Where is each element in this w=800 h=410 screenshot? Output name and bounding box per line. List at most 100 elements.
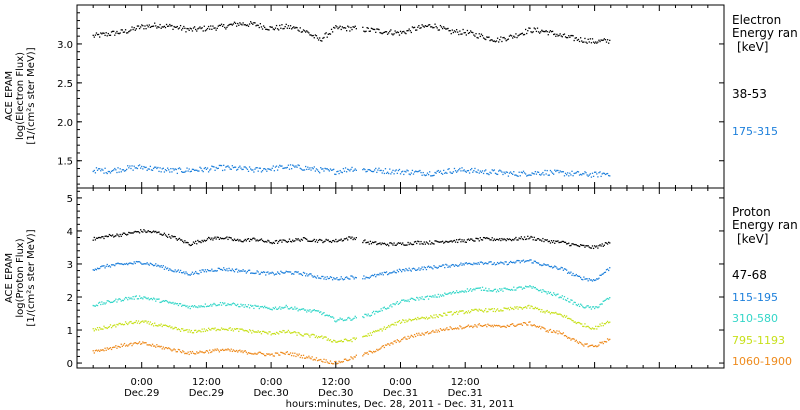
- data-point: [345, 319, 348, 321]
- data-point: [585, 343, 587, 345]
- data-point: [120, 235, 122, 238]
- data-point: [555, 266, 557, 268]
- data-point: [568, 35, 570, 37]
- data-point: [188, 305, 190, 308]
- data-point: [196, 351, 198, 353]
- data-point: [297, 29, 299, 31]
- data-point: [120, 323, 122, 326]
- data-point: [206, 305, 209, 307]
- data-point: [371, 312, 374, 314]
- data-point: [582, 41, 584, 43]
- data-point: [573, 321, 575, 323]
- data-point: [290, 273, 293, 275]
- data-point: [472, 309, 474, 311]
- data-point: [275, 24, 278, 27]
- data-point: [106, 263, 108, 266]
- data-point: [316, 275, 319, 277]
- data-point: [190, 28, 193, 30]
- data-point: [213, 270, 215, 272]
- data-point: [109, 234, 112, 237]
- data-point: [272, 355, 274, 357]
- data-point: [567, 172, 569, 174]
- data-point: [326, 339, 328, 341]
- data-point: [127, 233, 129, 236]
- data-point: [161, 325, 163, 328]
- data-point: [463, 327, 465, 329]
- data-point: [128, 167, 130, 169]
- data-point: [254, 352, 256, 354]
- data-point: [583, 276, 585, 278]
- data-point: [145, 297, 147, 299]
- data-point: [484, 262, 486, 265]
- data-point: [404, 336, 406, 338]
- data-point: [354, 168, 356, 170]
- series-795-1193: [92, 304, 611, 343]
- data-point: [265, 331, 267, 334]
- data-point: [537, 238, 540, 240]
- data-point: [129, 262, 131, 264]
- data-point: [116, 30, 118, 33]
- data-point: [542, 311, 544, 313]
- data-point: [342, 319, 345, 322]
- data-point: [278, 240, 280, 243]
- data-point: [570, 339, 572, 341]
- data-point: [394, 303, 396, 306]
- data-point: [447, 27, 449, 30]
- data-point: [418, 25, 420, 27]
- data-point: [298, 308, 300, 311]
- data-point: [191, 332, 194, 334]
- data-point: [598, 325, 600, 328]
- data-point: [600, 274, 602, 276]
- data-point: [239, 22, 241, 24]
- data-point: [420, 317, 422, 319]
- data-point: [496, 37, 499, 39]
- data-point: [384, 243, 387, 245]
- data-point: [422, 333, 424, 335]
- data-point: [474, 308, 476, 311]
- data-point: [143, 321, 145, 323]
- data-point: [569, 318, 571, 320]
- data-point: [384, 328, 387, 330]
- data-point: [311, 35, 313, 37]
- data-point: [158, 345, 160, 347]
- data-point: [491, 263, 493, 266]
- data-point: [371, 274, 374, 276]
- data-point: [529, 321, 531, 323]
- data-point: [448, 328, 450, 331]
- data-point: [120, 171, 122, 173]
- data-point: [278, 333, 280, 335]
- data-point: [540, 289, 542, 291]
- data-point: [255, 167, 257, 169]
- data-point: [378, 167, 380, 169]
- data-point: [411, 297, 414, 300]
- data-point: [278, 166, 280, 168]
- data-point: [202, 30, 204, 32]
- data-point: [343, 27, 346, 29]
- data-point: [166, 325, 169, 328]
- data-point: [446, 240, 448, 243]
- data-point: [494, 172, 497, 174]
- data-point: [239, 349, 241, 351]
- data-point: [118, 171, 120, 173]
- data-point: [193, 353, 196, 355]
- electron-ytick-label: 3.0: [57, 40, 73, 51]
- data-point: [295, 270, 297, 273]
- data-point: [119, 346, 121, 348]
- data-point: [148, 230, 150, 233]
- data-point: [302, 169, 305, 171]
- data-point: [179, 303, 182, 305]
- data-point: [187, 307, 189, 309]
- data-point: [599, 171, 601, 173]
- data-point: [599, 274, 601, 276]
- data-point: [106, 235, 108, 238]
- data-point: [192, 168, 195, 171]
- data-point: [124, 296, 127, 299]
- data-point: [408, 243, 410, 246]
- data-point: [534, 286, 536, 289]
- data-point: [437, 266, 439, 269]
- data-point: [324, 276, 326, 278]
- data-point: [265, 168, 267, 171]
- data-point: [334, 320, 336, 322]
- data-point: [231, 303, 233, 305]
- data-point: [340, 171, 342, 173]
